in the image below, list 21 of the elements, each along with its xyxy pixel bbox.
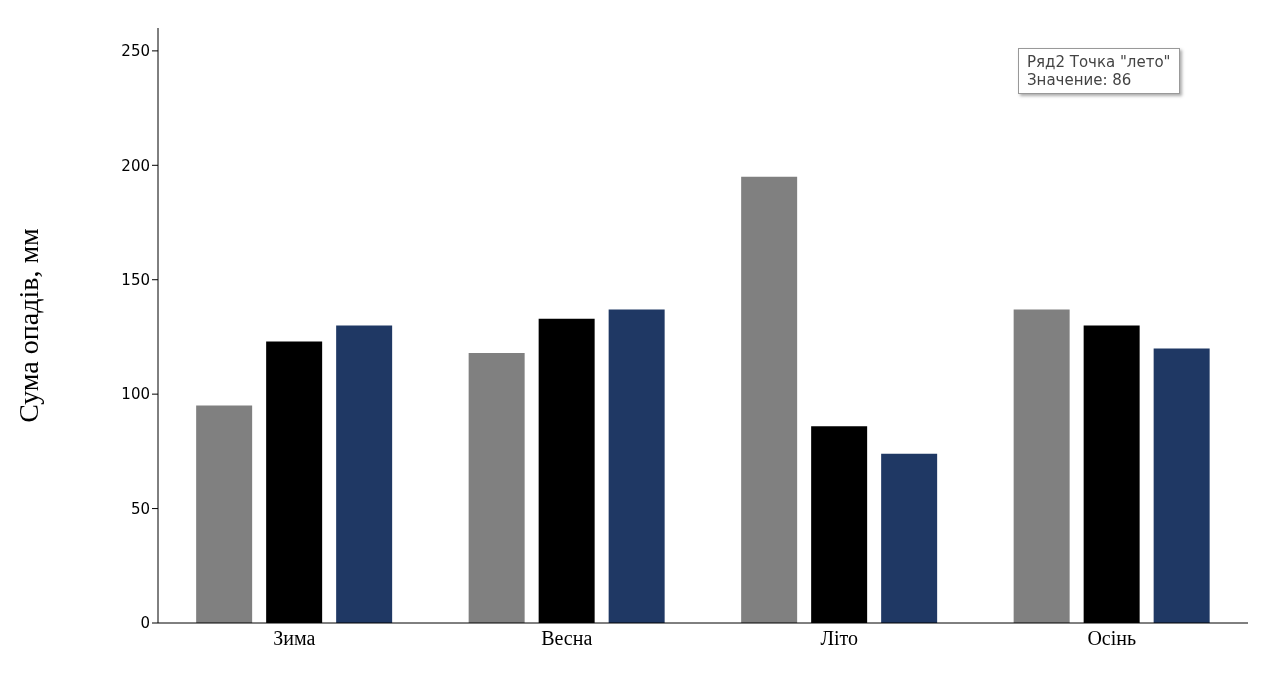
y-tick-label: 50	[130, 499, 150, 518]
bar	[468, 352, 525, 623]
bar	[1153, 348, 1210, 623]
y-tick-label: 250	[121, 42, 150, 61]
annotation: Значение: 86	[1027, 71, 1133, 89]
bar	[608, 309, 665, 623]
y-tick-label: 100	[121, 385, 150, 404]
bar	[196, 405, 253, 623]
bar	[1013, 309, 1070, 623]
y-tick-label: 150	[121, 271, 150, 290]
y-tick-label: 0	[140, 614, 150, 633]
y-axis-title: Сума опадів, мм	[12, 227, 44, 423]
bar	[336, 325, 393, 623]
x-tick-label: Літо	[820, 627, 859, 650]
x-tick-label: Осінь	[1087, 627, 1137, 650]
bar	[741, 176, 798, 623]
annotation: Ряд2 Точка "лето"	[1027, 53, 1171, 71]
x-tick-label: Весна	[541, 627, 593, 650]
x-tick-label: Зима	[273, 627, 316, 650]
y-tick-label: 200	[121, 156, 150, 175]
bar	[881, 453, 938, 623]
